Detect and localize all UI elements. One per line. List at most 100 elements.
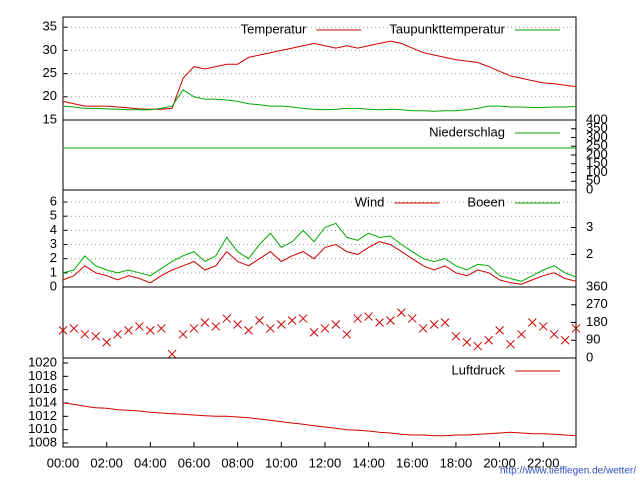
legend-label: Boeen — [467, 194, 505, 209]
direction-point — [58, 326, 68, 335]
y2-tick-label: 150 — [586, 155, 608, 170]
x-tick-label: 00:00 — [47, 455, 80, 470]
y-tick-label: 25 — [43, 65, 57, 80]
direction-point — [407, 314, 417, 323]
direction-point — [124, 326, 133, 335]
y-tick-label: 1018 — [28, 368, 57, 383]
y2-tick-label: 350 — [586, 120, 608, 135]
direction-point — [189, 324, 199, 333]
y2-tick-label: 180 — [586, 314, 608, 329]
direction-point — [429, 320, 439, 329]
direction-point — [440, 318, 450, 327]
y2-tick-label: 270 — [586, 296, 608, 311]
y-tick-label: 1 — [50, 264, 57, 279]
panel-frame — [62, 357, 577, 448]
y-tick-label: 20 — [43, 88, 57, 103]
y-tick-label: 3 — [50, 236, 57, 251]
y-tick-label: 1020 — [28, 354, 57, 369]
direction-point — [462, 337, 472, 347]
y-tick-label: 1014 — [28, 394, 57, 409]
direction-point — [549, 329, 559, 339]
y2-tick-label: 360 — [586, 278, 608, 293]
direction-point — [571, 324, 581, 333]
y-tick-label: 5 — [50, 208, 57, 223]
direction-point — [538, 322, 548, 331]
y-tick-label: 2 — [50, 250, 57, 265]
y2-tick-label: 2 — [586, 246, 593, 261]
y-tick-label: 15 — [43, 111, 57, 126]
direction-point — [451, 331, 461, 341]
y-tick-label: 1010 — [28, 421, 57, 436]
y-tick-label: 1016 — [28, 381, 57, 396]
y2-tick-label: 200 — [586, 146, 608, 161]
y2-tick-label: 100 — [586, 164, 608, 179]
direction-point — [527, 318, 537, 327]
direction-point — [91, 331, 101, 341]
direction-point — [386, 316, 395, 325]
direction-point — [375, 318, 384, 327]
direction-point — [342, 329, 352, 339]
y-tick-label: 35 — [43, 19, 57, 34]
direction-point — [178, 329, 188, 339]
y2-tick-label: 300 — [586, 129, 608, 144]
direction-point — [135, 322, 144, 331]
series-line — [62, 222, 577, 282]
y2-tick-label: 0 — [586, 181, 593, 196]
x-tick-label: 10:00 — [265, 455, 298, 470]
x-tick-label: 14:00 — [352, 455, 385, 470]
legend-label: Wind — [355, 194, 385, 209]
y2-tick-label: 400 — [586, 111, 608, 126]
direction-point — [495, 326, 504, 335]
direction-point — [364, 312, 373, 321]
legend-label: Niederschlag — [429, 124, 505, 139]
series-line — [62, 402, 577, 437]
direction-point — [287, 316, 297, 325]
direction-point — [353, 314, 363, 323]
y-tick-label: 0 — [50, 278, 57, 293]
direction-point — [397, 308, 406, 317]
direction-point — [266, 324, 275, 333]
x-tick-label: 16:00 — [396, 455, 429, 470]
x-tick-label: 12:00 — [309, 455, 342, 470]
y2-tick-label: 50 — [586, 173, 600, 188]
direction-point — [276, 320, 286, 329]
direction-point — [211, 322, 221, 331]
footer-link: http://www.tiefflegen.de/wetter/ — [500, 466, 636, 477]
direction-point — [255, 316, 264, 325]
legend-label: Temperatur — [241, 21, 307, 36]
direction-point — [222, 314, 232, 323]
direction-point — [309, 328, 319, 337]
legend-label: Luftdruck — [452, 362, 506, 377]
x-tick-label: 20:00 — [483, 455, 516, 470]
direction-point — [145, 326, 155, 335]
series-line — [62, 40, 577, 110]
direction-point — [298, 314, 308, 323]
direction-point — [113, 329, 122, 339]
direction-point — [200, 318, 210, 327]
direction-point — [560, 335, 570, 345]
y-tick-label: 1012 — [28, 408, 57, 423]
x-tick-label: 18:00 — [440, 455, 473, 470]
direction-point — [473, 341, 483, 351]
direction-point — [69, 324, 79, 333]
series-line — [62, 89, 577, 112]
y-tick-label: 30 — [43, 42, 57, 57]
direction-point — [102, 337, 112, 347]
direction-point — [506, 339, 515, 349]
direction-point — [156, 324, 166, 333]
x-tick-label: 06:00 — [178, 455, 211, 470]
x-tick-label: 22:00 — [527, 455, 560, 470]
direction-point — [233, 320, 242, 329]
legend-label: Taupunkttemperatur — [389, 21, 505, 36]
y-tick-label: 1008 — [28, 434, 57, 449]
direction-point — [320, 324, 330, 333]
direction-point — [484, 335, 494, 345]
direction-point — [331, 320, 341, 329]
direction-point — [244, 326, 253, 335]
y2-tick-label: 250 — [586, 138, 608, 153]
direction-point — [517, 329, 526, 339]
x-tick-label: 08:00 — [221, 455, 254, 470]
series-line — [62, 241, 577, 285]
